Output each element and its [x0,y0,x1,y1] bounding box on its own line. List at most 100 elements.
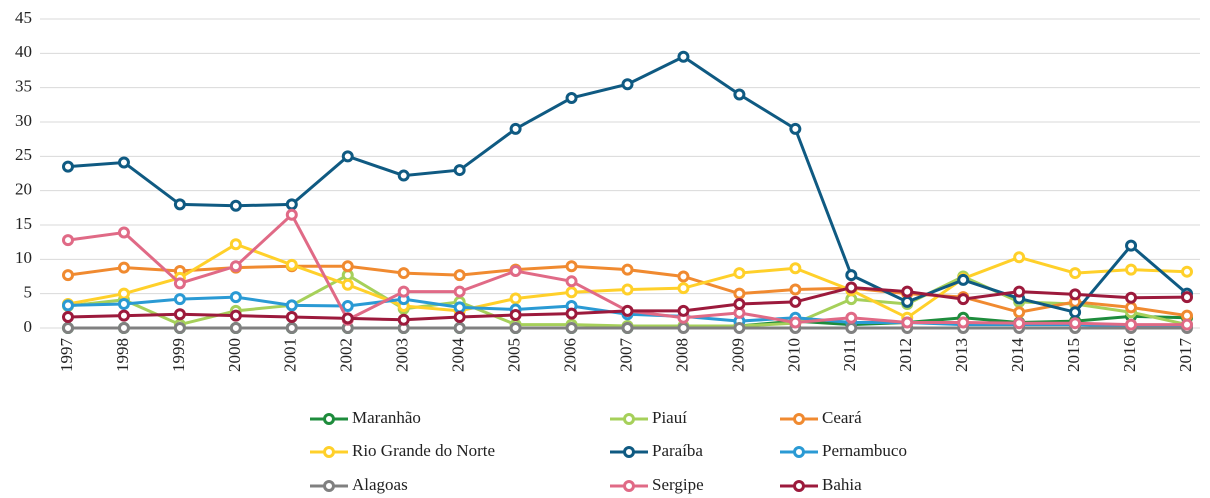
point [229,322,242,334]
point [621,78,634,91]
point [62,322,74,334]
point [62,269,74,282]
point [1181,318,1193,331]
y-tick-label: 0 [24,317,33,336]
legend-marker [623,413,635,425]
point [957,273,970,286]
point [789,262,802,275]
point [173,277,186,290]
x-tick-label: 2013 [952,338,971,372]
point [229,291,242,304]
point [397,267,410,280]
x-tick-label: 2012 [896,338,915,372]
point [341,312,354,325]
x-tick-label: 2001 [281,338,300,372]
point [173,322,186,334]
point [621,304,634,317]
point [677,304,690,317]
y-tick-label: 20 [15,180,32,199]
point [845,281,858,294]
point [509,122,522,135]
point [62,160,74,173]
point [397,169,410,182]
legend-item: Piauí [610,408,687,427]
point [1125,239,1138,252]
point [733,88,746,101]
point [565,260,578,273]
legend-marker [793,413,805,425]
point [789,122,802,135]
point [565,275,578,288]
point [845,269,858,282]
point [341,260,354,273]
y-tick-label: 40 [15,42,32,61]
x-tick-label: 2003 [393,338,412,372]
point [285,322,298,334]
point [677,322,690,334]
point [957,316,970,329]
point [341,278,354,291]
point [453,285,466,298]
legend-marker [623,480,635,492]
x-tick-label: 2011 [840,338,859,371]
point [565,286,578,299]
point [1069,267,1082,280]
point [1125,318,1138,331]
point [117,309,130,322]
legend-label: Piauí [652,408,687,427]
point [845,311,858,324]
point [789,295,802,308]
x-tick-label: 1999 [169,338,188,372]
point [901,285,914,298]
point [1013,317,1026,330]
point [677,282,690,295]
point [565,91,578,104]
point [677,50,690,63]
legend-item: Bahia [780,475,862,494]
legend-marker [793,446,805,458]
point [509,265,522,278]
x-tick-label: 2017 [1176,338,1195,373]
point [285,299,298,312]
legend-marker [623,446,635,458]
point [453,322,466,334]
point [1069,288,1082,301]
point [565,322,578,334]
point [229,238,242,251]
point [1125,291,1138,304]
legend-label: Rio Grande do Norte [352,441,495,460]
point [173,308,186,321]
point [1181,291,1193,304]
x-tick-label: 2016 [1120,338,1139,372]
point [62,299,74,312]
point [453,269,466,282]
point [1125,301,1138,314]
point [1069,306,1082,319]
point [453,311,466,324]
point [957,293,970,306]
point [285,198,298,211]
x-tick-label: 2007 [616,338,635,373]
x-tick-label: 2015 [1064,338,1083,372]
point [341,300,354,313]
point [1013,251,1026,264]
x-tick-label: 1998 [113,338,132,372]
point [397,313,410,326]
point [453,164,466,177]
point [901,316,914,329]
legend-marker [323,413,335,425]
legend-item: Ceará [780,408,862,427]
point [117,226,130,239]
point [733,322,746,334]
point [1181,265,1193,278]
point [677,270,690,283]
legend-marker [793,480,805,492]
x-tick-label: 2006 [560,338,579,372]
point [789,283,802,296]
x-tick-label: 2009 [728,338,747,372]
x-tick-label: 2014 [1008,338,1027,373]
legend-item: Alagoas [310,475,408,494]
point [229,309,242,322]
point [1125,263,1138,276]
point [285,311,298,324]
